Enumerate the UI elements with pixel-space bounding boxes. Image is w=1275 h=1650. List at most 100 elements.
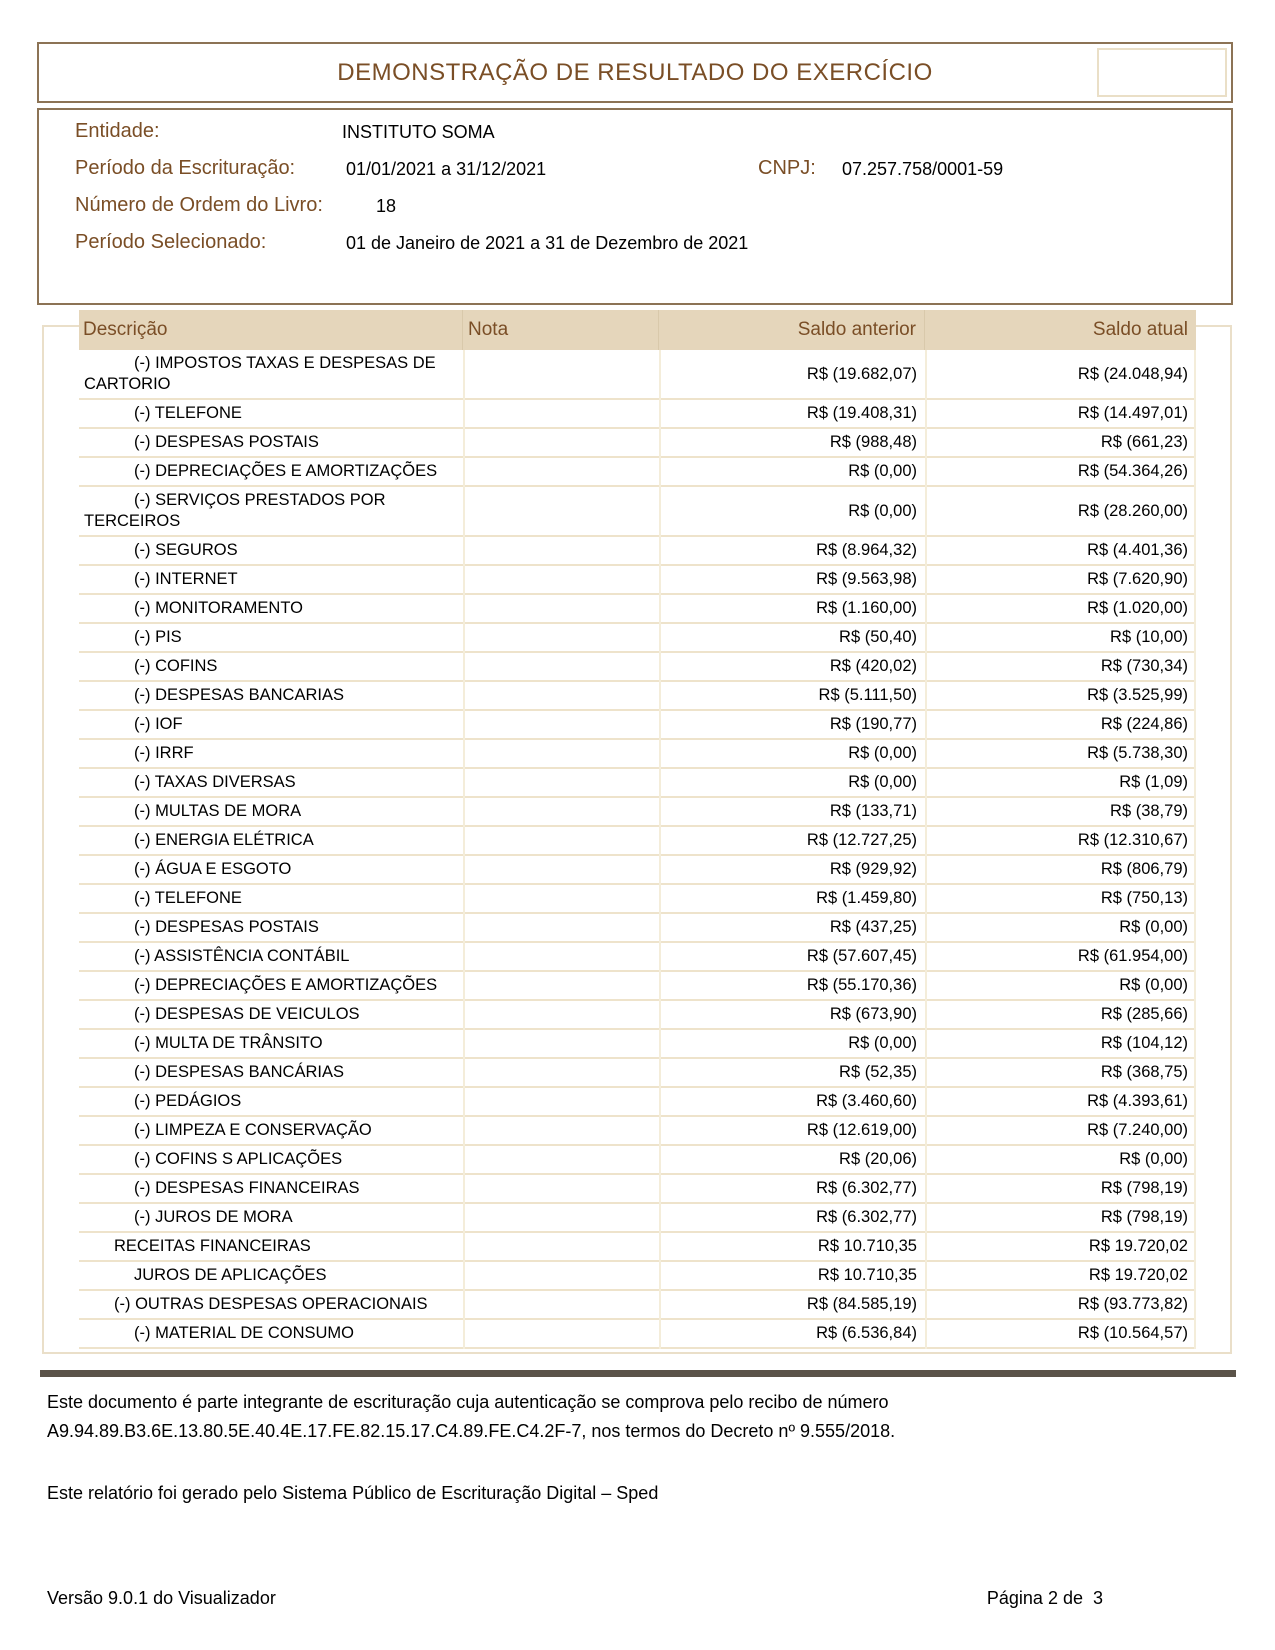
cell-saldo-anterior: R$ (673,90) (829, 1005, 917, 1023)
cell-saldo-anterior: R$ (437,25) (829, 918, 917, 936)
cell-saldo-atual: R$ (38,79) (1110, 802, 1188, 820)
cell-saldo-anterior: R$ (0,00) (848, 1034, 917, 1052)
cell-saldo-anterior: R$ (1.459,80) (816, 889, 917, 907)
periodo-escrituracao-value: 01/01/2021 a 31/12/2021 (346, 159, 547, 179)
cell-saldo-anterior: R$ (6.302,77) (816, 1179, 917, 1197)
cell-saldo-anterior: R$ (5.111,50) (818, 686, 917, 704)
table-row: (-) LIMPEZA E CONSERVAÇÃO R$ (12.619,00) R… (79, 1117, 1196, 1146)
cell-saldo-anterior: R$ (19.682,07) (806, 364, 917, 383)
cell-saldo-atual: R$ (750,13) (1100, 889, 1188, 907)
cell-saldo-atual: R$ (1.020,00) (1087, 599, 1188, 617)
cell-saldo-atual: R$ (93.773,82) (1077, 1295, 1188, 1313)
cell-saldo-anterior: R$ (420,02) (829, 657, 917, 675)
cell-saldo-anterior: R$ (20,06) (839, 1150, 917, 1168)
entidade-value: INSTITUTO SOMA (342, 122, 495, 142)
table-row: (-) IMPOSTOS TAXAS E DESPESAS DE CARTORI… (79, 350, 1196, 400)
authentication-text: Este documento é parte integrante de esc… (47, 1392, 896, 1441)
table-row: (-) MATERIAL DE CONSUMO R$ (6.536,84) R$ (… (79, 1320, 1196, 1349)
cell-saldo-atual: R$ (1,09) (1119, 773, 1188, 791)
cell-descricao: (-) DESPESAS POSTAIS (134, 433, 319, 451)
cell-saldo-anterior: R$ (6.302,77) (816, 1208, 917, 1226)
table-row: (-) ASSISTÊNCIA CONTÁBIL R$ (57.607,45) R$… (79, 943, 1196, 972)
cell-saldo-atual: R$ (4.401,36) (1087, 541, 1188, 559)
cell-saldo-atual: R$ (61.954,00) (1077, 947, 1188, 965)
page-title: DEMONSTRAÇÃO DE RESULTADO DO EXERCÍCIO (337, 58, 933, 86)
cell-descricao: (-) DESPESAS POSTAIS (134, 918, 319, 936)
column-divider (925, 350, 927, 1349)
viewer-version-text: Versão 9.0.1 do Visualizador (47, 1588, 276, 1608)
cell-saldo-atual: R$ (798,19) (1100, 1208, 1188, 1226)
cnpj-value: 07.257.758/0001-59 (842, 159, 1004, 179)
cell-saldo-atual: R$ (24.048,94) (1077, 364, 1188, 383)
table-row: (-) COFINS S APLICAÇÕES R$ (20,06) R$ (0,0… (79, 1146, 1196, 1175)
cell-saldo-atual: R$ (3.525,99) (1087, 686, 1188, 704)
cell-descricao: JUROS DE APLICAÇÕES (134, 1266, 327, 1284)
numero-ordem-value: 18 (376, 196, 397, 216)
cell-saldo-anterior: R$ (8.964,32) (816, 541, 917, 559)
cell-saldo-anterior: R$ (12.727,25) (806, 831, 917, 849)
cell-saldo-anterior: R$ (6.536,84) (816, 1324, 917, 1342)
cell-saldo-atual: R$ 19.720,02 (1088, 1266, 1188, 1284)
entidade-label: Entidade: (75, 120, 160, 142)
cell-descricao: (-) COFINS S APLICAÇÕES (134, 1150, 343, 1168)
info-row-periodo-selecionado: Período Selecionado: 01 de Janeiro de 20… (39, 231, 1231, 257)
table-row: (-) DESPESAS POSTAIS R$ (437,25) R$ (0,00) (79, 914, 1196, 943)
cell-descricao: (-) ASSISTÊNCIA CONTÁBIL (134, 947, 350, 965)
cell-saldo-atual: R$ (4.393,61) (1087, 1092, 1188, 1110)
column-header-saldo-anterior: Saldo anterior (659, 310, 925, 350)
cell-descricao: (-) IMPOSTOS TAXAS E DESPESAS DE CARTORI… (84, 354, 436, 393)
cell-saldo-anterior: R$ (0,00) (848, 501, 917, 520)
table-row: (-) TELEFONE R$ (1.459,80) R$ (750,13) (79, 885, 1196, 914)
cell-descricao: (-) LIMPEZA E CONSERVAÇÃO (134, 1121, 372, 1139)
table-row: (-) DEPRECIAÇÕES E AMORTIZAÇÕES R$ (0,00)… (79, 458, 1196, 487)
cell-saldo-anterior: R$ (988,48) (829, 433, 917, 451)
cell-saldo-anterior: R$ (57.607,45) (806, 947, 917, 965)
cell-saldo-anterior: R$ (3.460,60) (816, 1092, 917, 1110)
cell-saldo-atual: R$ (0,00) (1119, 1150, 1188, 1168)
cell-saldo-anterior: R$ 10.710,35 (817, 1237, 917, 1255)
footer-divider-bar (40, 1370, 1236, 1377)
table-row: (-) TELEFONE R$ (19.408,31) R$ (14.497,01) (79, 400, 1196, 429)
table-row: (-) DEPRECIAÇÕES E AMORTIZAÇÕES R$ (55.17… (79, 972, 1196, 1001)
table-row: (-) DESPESAS FINANCEIRAS R$ (6.302,77) R$ … (79, 1175, 1196, 1204)
numero-ordem-label: Número de Ordem do Livro: (75, 194, 323, 216)
periodo-selecionado-value: 01 de Janeiro de 2021 a 31 de Dezembro d… (346, 233, 749, 253)
table-row: (-) PEDÁGIOS R$ (3.460,60) R$ (4.393,61) (79, 1088, 1196, 1117)
cell-saldo-atual: R$ (730,34) (1100, 657, 1188, 675)
cell-descricao: (-) TELEFONE (134, 404, 242, 422)
table-row: (-) DESPESAS BANCARIAS R$ (5.111,50) R$ (3… (79, 682, 1196, 711)
cell-saldo-anterior: R$ (0,00) (848, 744, 917, 762)
cell-saldo-anterior: R$ (1.160,00) (816, 599, 917, 617)
column-divider (659, 350, 661, 1349)
page-number-text: Página 2 de 3 (986, 1588, 1103, 1608)
cell-saldo-atual: R$ (285,66) (1100, 1005, 1188, 1023)
cell-saldo-atual: R$ (5.738,30) (1087, 744, 1188, 762)
column-header-descricao: Descrição (79, 310, 463, 350)
table-row: RECEITAS FINANCEIRAS R$ 10.710,35 R$ 19.72… (79, 1233, 1196, 1262)
table-row: (-) ENERGIA ELÉTRICA R$ (12.727,25) R$ (12… (79, 827, 1196, 856)
table-header: Descrição Nota Saldo anterior Saldo atua… (79, 310, 1196, 350)
table-row: (-) INTERNET R$ (9.563,98) R$ (7.620,90) (79, 566, 1196, 595)
column-divider (463, 350, 465, 1349)
cell-saldo-atual: R$ (0,00) (1119, 918, 1188, 936)
info-row-entidade: Entidade: INSTITUTO SOMA (39, 120, 1231, 146)
cell-saldo-anterior: R$ (9.563,98) (816, 570, 917, 588)
cell-descricao: (-) IOF (134, 715, 183, 733)
periodo-selecionado-label: Período Selecionado: (75, 231, 267, 253)
cell-descricao: (-) JUROS DE MORA (134, 1208, 293, 1226)
table-row: (-) ÁGUA E ESGOTO R$ (929,92) R$ (806,79) (79, 856, 1196, 885)
cell-descricao: (-) MULTAS DE MORA (134, 802, 302, 820)
title-inset-box (1097, 48, 1227, 97)
table-body: (-) IMPOSTOS TAXAS E DESPESAS DE CARTORI… (79, 350, 1196, 1349)
cell-saldo-anterior: R$ (133,71) (829, 802, 917, 820)
cell-descricao: (-) ÁGUA E ESGOTO (134, 860, 292, 878)
table-row: (-) IRRF R$ (0,00) R$ (5.738,30) (79, 740, 1196, 769)
table-row: (-) COFINS R$ (420,02) R$ (730,34) (79, 653, 1196, 682)
cell-descricao: (-) OUTRAS DESPESAS OPERACIONAIS (114, 1295, 428, 1313)
cell-descricao: (-) PEDÁGIOS (134, 1092, 242, 1110)
cell-descricao: (-) INTERNET (134, 570, 238, 588)
cell-descricao: (-) MONITORAMENTO (134, 599, 303, 617)
cell-descricao: (-) DEPRECIAÇÕES E AMORTIZAÇÕES (134, 462, 438, 480)
cell-saldo-anterior: R$ 10.710,35 (817, 1266, 917, 1284)
